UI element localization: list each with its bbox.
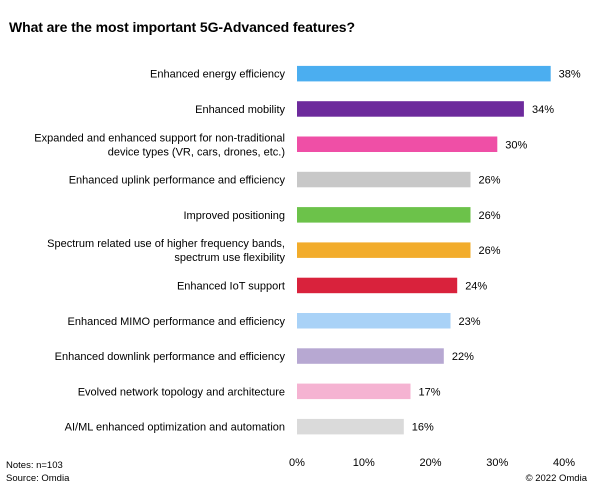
category-label-line: AI/ML enhanced optimization and automati… bbox=[65, 422, 285, 434]
category-label-line: Enhanced downlink performance and effici… bbox=[55, 351, 286, 363]
category-label: Enhanced energy efficiency bbox=[150, 69, 285, 81]
x-tick-label: 20% bbox=[419, 457, 441, 469]
bar-value-label: 24% bbox=[465, 280, 487, 292]
x-tick-label: 0% bbox=[289, 457, 305, 469]
category-label-line: Spectrum related use of higher frequency… bbox=[47, 238, 285, 250]
bar-value-label: 22% bbox=[452, 351, 474, 363]
bar-value-label: 16% bbox=[412, 422, 434, 434]
bar bbox=[297, 136, 498, 152]
category-label-line: spectrum use flexibility bbox=[174, 252, 285, 264]
category-label-line: Expanded and enhanced support for non-tr… bbox=[34, 132, 285, 144]
chart-title: What are the most important 5G-Advanced … bbox=[9, 19, 355, 35]
bar bbox=[297, 383, 411, 400]
category-label: Expanded and enhanced support for non-tr… bbox=[34, 132, 285, 158]
bar-value-label: 34% bbox=[532, 104, 554, 116]
bar bbox=[297, 101, 524, 117]
bar bbox=[297, 207, 471, 223]
category-label: Improved positioning bbox=[183, 210, 285, 222]
bar bbox=[297, 348, 444, 364]
bar-value-label: 23% bbox=[459, 316, 481, 328]
category-label: AI/ML enhanced optimization and automati… bbox=[65, 422, 285, 434]
bar-value-label: 17% bbox=[419, 386, 441, 398]
bar bbox=[297, 277, 458, 294]
category-label: Enhanced mobility bbox=[195, 104, 285, 116]
category-label: Spectrum related use of higher frequency… bbox=[47, 238, 285, 264]
bar bbox=[297, 313, 451, 329]
bar-value-label: 26% bbox=[479, 210, 501, 222]
bar bbox=[297, 418, 404, 435]
category-label-line: device types (VR, cars, drones, etc.) bbox=[108, 146, 285, 158]
bar bbox=[297, 65, 551, 82]
copyright-text: © 2022 Omdia bbox=[525, 473, 587, 484]
bar-value-label: 30% bbox=[505, 139, 527, 151]
category-label: Enhanced MIMO performance and efficiency bbox=[68, 316, 286, 328]
x-tick-label: 10% bbox=[353, 457, 375, 469]
notes-text: Notes: n=103 bbox=[6, 460, 63, 471]
bar-value-label: 38% bbox=[559, 69, 581, 81]
category-label-line: Enhanced IoT support bbox=[177, 280, 285, 292]
category-label: Enhanced uplink performance and efficien… bbox=[69, 175, 286, 187]
bar bbox=[297, 242, 471, 258]
category-label-line: Enhanced energy efficiency bbox=[150, 69, 285, 81]
category-label-line: Enhanced mobility bbox=[195, 104, 285, 116]
category-label: Enhanced IoT support bbox=[177, 280, 285, 292]
bar-value-label: 26% bbox=[479, 175, 501, 187]
x-tick-label: 40% bbox=[553, 457, 575, 469]
x-tick-label: 30% bbox=[486, 457, 508, 469]
source-text: Source: Omdia bbox=[6, 473, 70, 484]
category-label-line: Enhanced MIMO performance and efficiency bbox=[68, 316, 286, 328]
category-label: Evolved network topology and architectur… bbox=[78, 386, 285, 398]
category-label-line: Improved positioning bbox=[183, 210, 285, 222]
category-label: Enhanced downlink performance and effici… bbox=[55, 351, 286, 363]
category-label-line: Evolved network topology and architectur… bbox=[78, 386, 285, 398]
bar-value-label: 26% bbox=[479, 245, 501, 257]
category-label-line: Enhanced uplink performance and efficien… bbox=[69, 175, 286, 187]
bar bbox=[297, 171, 471, 188]
